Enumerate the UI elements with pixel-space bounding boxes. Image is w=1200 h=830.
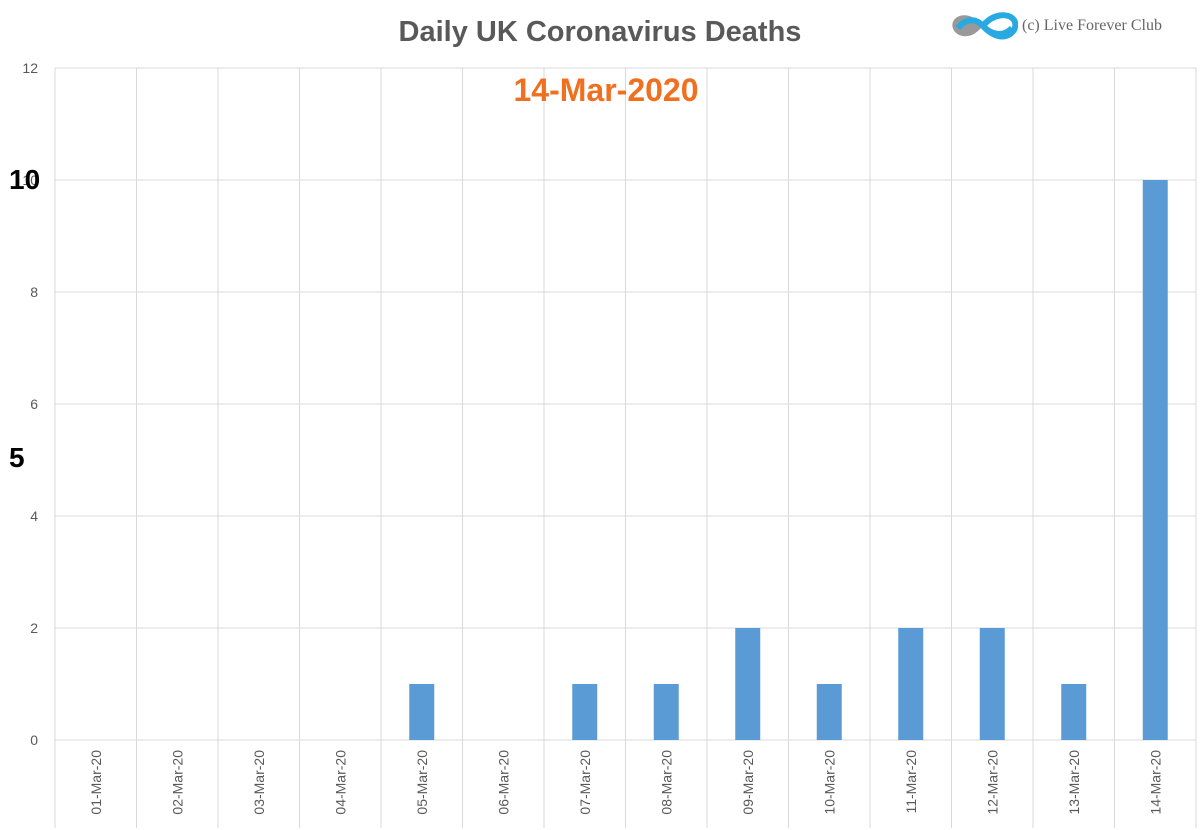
- side-marker-10: 10: [9, 164, 41, 195]
- y-tick-label: 8: [30, 284, 38, 300]
- x-tick-label: 11-Mar-20: [903, 750, 919, 814]
- x-tick-label: 14-Mar-20: [1147, 750, 1163, 815]
- bar-14-Mar-20: [1142, 180, 1168, 740]
- bar-10-Mar-20: [816, 684, 842, 740]
- watermark-logo: (c) Live Forever Club: [948, 6, 1193, 46]
- x-tick-label: 04-Mar-20: [332, 750, 348, 815]
- y-tick-label: 4: [30, 508, 38, 524]
- chart-title: Daily UK Coronavirus Deaths: [398, 16, 802, 48]
- x-tick-label: 10-Mar-20: [821, 750, 837, 815]
- x-tick-label: 02-Mar-20: [169, 750, 185, 815]
- bar-11-Mar-20: [898, 628, 924, 740]
- y-tick-label: 10: [22, 172, 38, 188]
- x-tick-label: 06-Mar-20: [495, 750, 511, 815]
- bar-05-Mar-20: [409, 684, 435, 740]
- x-tick-label: 08-Mar-20: [658, 750, 674, 815]
- bar-13-Mar-20: [1061, 684, 1087, 740]
- bar-09-Mar-20: [735, 628, 761, 740]
- bar-12-Mar-20: [979, 628, 1005, 740]
- x-tick-label: 03-Mar-20: [251, 750, 267, 815]
- bar-07-Mar-20: [572, 684, 598, 740]
- x-tick-label: 05-Mar-20: [414, 750, 430, 815]
- side-marker-5: 5: [9, 442, 25, 473]
- y-tick-label: 0: [30, 732, 38, 748]
- x-tick-label: 07-Mar-20: [577, 750, 593, 815]
- x-tick-label: 12-Mar-20: [984, 750, 1000, 815]
- bar-08-Mar-20: [653, 684, 679, 740]
- infinity-logo-icon: [952, 12, 1018, 40]
- x-tick-label: 13-Mar-20: [1066, 750, 1082, 815]
- chart-subtitle: 14-Mar-2020: [513, 72, 699, 108]
- y-tick-label: 12: [22, 60, 38, 76]
- x-tick-label: 01-Mar-20: [88, 750, 104, 815]
- y-tick-label: 6: [30, 396, 38, 412]
- x-tick-label: 09-Mar-20: [740, 750, 756, 815]
- watermark-text: (c) Live Forever Club: [1022, 17, 1162, 34]
- y-tick-label: 2: [30, 620, 38, 636]
